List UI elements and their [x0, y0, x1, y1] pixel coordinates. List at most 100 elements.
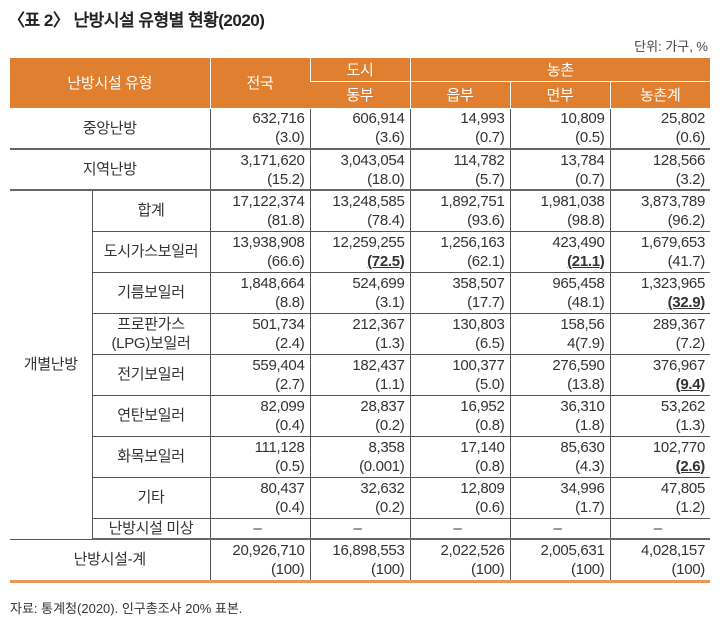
- value-cell: 17,140 (0.8): [409, 436, 510, 478]
- count: 36,310: [560, 397, 605, 415]
- value-cell: 606,914 (3.6): [309, 108, 410, 150]
- count: 32,632: [360, 479, 405, 497]
- row-label-text-2: (LPG)보일러: [111, 334, 191, 352]
- row-label: 기름보일러: [91, 272, 210, 314]
- percent: (15.2): [267, 170, 305, 188]
- value-cell: 1,892,751 (93.6): [409, 190, 510, 232]
- count: –: [453, 519, 462, 537]
- count: 85,630: [560, 438, 605, 456]
- table-row: 난방시설 미상 – – – – –: [10, 518, 710, 540]
- count: 12,809: [460, 479, 505, 497]
- percent: (0.001): [359, 457, 405, 475]
- value-cell: 16,952 (0.8): [409, 395, 510, 437]
- value-cell: 212,367 (1.3): [309, 313, 410, 355]
- value-cell: 1,256,163 (62.1): [409, 231, 510, 273]
- count: 13,938,908: [232, 233, 305, 251]
- table-row: 중앙난방 632,716 (3.0) 606,914 (3.6) 14,993 (0.7) 1…: [10, 108, 710, 150]
- percent: (48.1): [567, 293, 605, 311]
- percent: (18.0): [367, 170, 405, 188]
- value-cell: 1,848,664 (8.8): [209, 272, 310, 314]
- count: 1,848,664: [240, 274, 305, 292]
- percent: (5.0): [475, 375, 505, 393]
- value-cell: 3,873,789 (96.2): [609, 190, 710, 232]
- header-dong: 동부: [310, 81, 410, 109]
- count: 16,898,553: [332, 541, 405, 559]
- percent: (5.7): [475, 170, 505, 188]
- value-cell: 965,458 (48.1): [509, 272, 610, 314]
- percent: (9.4): [675, 375, 706, 393]
- value-cell: 559,404 (2.7): [209, 354, 310, 396]
- percent: (0.8): [475, 457, 505, 475]
- row-label: 난방시설 미상: [91, 518, 210, 540]
- header-rural: 농촌: [409, 58, 710, 82]
- row-label-text: 도시가스보일러: [103, 243, 199, 260]
- percent: (21.1): [567, 252, 605, 270]
- percent: (13.8): [567, 375, 605, 393]
- count: 47,805: [660, 479, 705, 497]
- percent: (2.4): [275, 334, 305, 352]
- value-cell: 16,898,553 (100): [309, 539, 410, 583]
- table-row: 프로판가스 (LPG)보일러 501,734 (2.4) 212,367 (1.3) 130…: [10, 313, 710, 355]
- header-city: 도시: [309, 58, 410, 82]
- count: 12,259,255: [332, 233, 405, 251]
- percent: (100): [671, 560, 705, 578]
- percent: (62.1): [467, 252, 505, 270]
- value-cell: 1,323,965 (32.9): [609, 272, 710, 314]
- count: 2,022,526: [440, 541, 505, 559]
- value-cell: 47,805 (1.2): [609, 477, 710, 519]
- value-cell: 8,358 (0.001): [309, 436, 410, 478]
- count: 559,404: [252, 356, 305, 374]
- header-national: 전국: [209, 58, 310, 109]
- value-cell: 114,782 (5.7): [409, 149, 510, 191]
- count: 1,256,163: [440, 233, 505, 251]
- count: 289,367: [652, 315, 705, 333]
- value-cell: 82,099 (0.4): [209, 395, 310, 437]
- value-cell: 128,566 (3.2): [609, 149, 710, 191]
- row-label: 도시가스보일러: [91, 231, 210, 273]
- value-cell: 13,248,585 (78.4): [309, 190, 410, 232]
- table-row: 도시가스보일러 13,938,908 (66.6) 12,259,255 (72.5) 1…: [10, 231, 710, 273]
- row-label-text: 난방시설 미상: [108, 519, 194, 537]
- table-row: 전기보일러 559,404 (2.7) 182,437 (1.1) 100,377 (5.0…: [10, 354, 710, 396]
- header-eup: 읍부: [409, 81, 510, 109]
- percent: (8.8): [275, 293, 305, 311]
- value-cell: 276,590 (13.8): [509, 354, 610, 396]
- count: 1,679,653: [640, 233, 705, 251]
- value-cell: –: [309, 518, 410, 540]
- count: –: [553, 519, 562, 537]
- row-label: 기타: [91, 477, 210, 519]
- count: 2,005,631: [540, 541, 605, 559]
- value-cell: 501,734 (2.4): [209, 313, 310, 355]
- percent: (0.5): [275, 457, 305, 475]
- percent: (81.8): [267, 211, 305, 229]
- value-cell: 102,770 (2.6): [609, 436, 710, 478]
- value-cell: 3,043,054 (18.0): [309, 149, 410, 191]
- percent: (1.3): [675, 416, 706, 434]
- value-cell: –: [209, 518, 310, 540]
- percent: (93.6): [467, 211, 505, 229]
- row-label: 화목보일러: [91, 436, 210, 478]
- value-cell: 376,967 (9.4): [609, 354, 710, 396]
- percent: (1.8): [575, 416, 605, 434]
- count: –: [253, 519, 262, 537]
- row-label: 합계: [91, 190, 210, 232]
- value-cell: 632,716 (3.0): [209, 108, 310, 150]
- row-label: 난방시설-계: [10, 539, 210, 583]
- percent: (0.2): [375, 498, 405, 516]
- heating-table: 난방시설 유형 전국 도시 농촌 동부 읍부 면부 농촌계 중앙난방 632,71…: [10, 58, 710, 583]
- percent: (17.7): [467, 293, 505, 311]
- count: 1,892,751: [440, 192, 505, 210]
- count: 606,914: [352, 110, 405, 128]
- value-cell: 32,632 (0.2): [309, 477, 410, 519]
- count: 14,993: [460, 110, 505, 128]
- count: 130,803: [452, 315, 505, 333]
- value-cell: 358,507 (17.7): [409, 272, 510, 314]
- value-cell: 13,784 (0.7): [509, 149, 610, 191]
- percent: (0.4): [275, 498, 305, 516]
- count: 17,140: [460, 438, 505, 456]
- row-label-text: 프로판가스: [117, 315, 185, 333]
- table-row: 기타 80,437 (0.4) 32,632 (0.2) 12,809 (0.6) 34,99…: [10, 477, 710, 519]
- count: 25,802: [660, 110, 705, 128]
- percent: (0.2): [375, 416, 405, 434]
- row-label-text: 합계: [137, 202, 165, 220]
